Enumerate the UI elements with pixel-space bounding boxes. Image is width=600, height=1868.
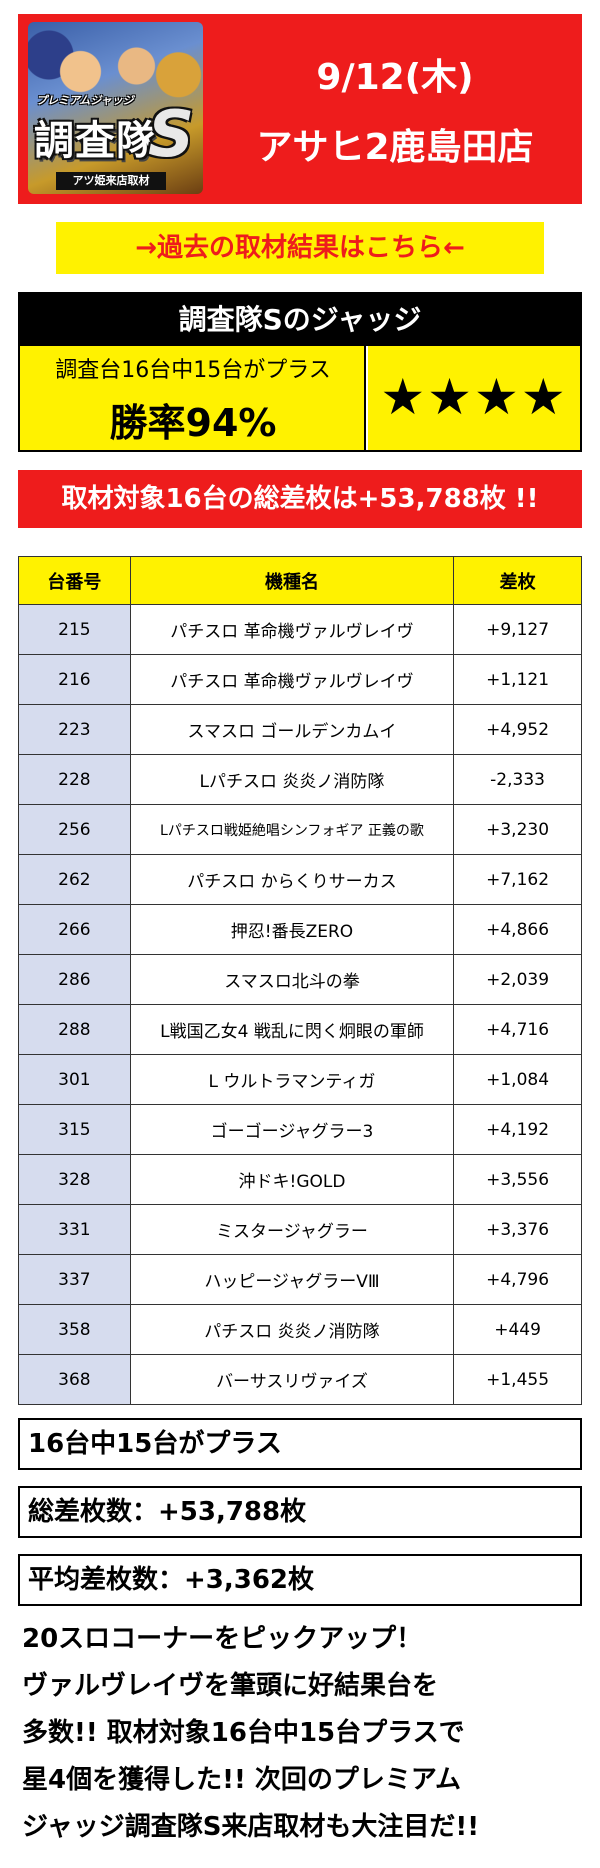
machine-number-cell: 331 <box>18 1204 131 1255</box>
machine-number-cell: 286 <box>18 954 131 1005</box>
diff-cell: +1,084 <box>453 1054 582 1105</box>
diff-cell: +1,455 <box>453 1354 582 1405</box>
table-row: 216 パチスロ 革命機ヴァルヴレイヴ +1,121 <box>18 654 582 705</box>
machine-name-cell: ミスタージャグラー <box>129 1204 455 1255</box>
diff-cell: -2,333 <box>453 754 582 805</box>
diff-cell: +449 <box>453 1304 582 1355</box>
store-name: アサヒ2鹿島田店 <box>256 127 534 168</box>
table-row: 331 ミスタージャグラー +3,376 <box>18 1204 582 1255</box>
table-row: 228 Lパチスロ 炎炎ノ消防隊 -2,333 <box>18 754 582 805</box>
table-row: 328 沖ドキ!GOLD +3,556 <box>18 1154 582 1205</box>
diff-cell: +4,192 <box>453 1104 582 1155</box>
diff-cell: +3,556 <box>453 1154 582 1205</box>
diff-cell: +9,127 <box>453 604 582 655</box>
summary-line: 星4個を獲得した!! 次回のプレミアム <box>22 1765 462 1795</box>
summary-line: ジャッジ調査隊S来店取材も大注目だ!! <box>22 1812 480 1842</box>
logo-main-title: 調査隊 <box>34 118 157 164</box>
judge-result-box: 調査台16台中15台がプラス 勝率94% <box>20 346 366 450</box>
diff-cell: +4,952 <box>453 704 582 755</box>
table-body: 215 パチスロ 革命機ヴァルヴレイヴ +9,127 216 パチスロ 革命機ヴァルヴレ… <box>18 604 582 1405</box>
results-table: 台番号 機種名 差枚 215 パチスロ 革命機ヴァルヴレイヴ +9,127 216 パチ… <box>18 556 582 1405</box>
diff-cell: +4,716 <box>453 1004 582 1055</box>
table-row: 223 スマスロ ゴールデンカムイ +4,952 <box>18 704 582 755</box>
table-row: 262 パチスロ からくりサーカス +7,162 <box>18 854 582 905</box>
machine-number-cell: 216 <box>18 654 131 705</box>
logo-characters-illustration <box>28 22 203 132</box>
header-machine-name: 機種名 <box>129 556 455 605</box>
diff-cell: +1,121 <box>453 654 582 705</box>
machine-number-cell: 288 <box>18 1004 131 1055</box>
judge-description: 調査台16台中15台がプラス <box>55 358 331 383</box>
table-row: 315 ゴーゴージャグラー3 +4,192 <box>18 1104 582 1155</box>
machine-name-cell: パチスロ からくりサーカス <box>129 854 455 905</box>
machine-name-cell: パチスロ 炎炎ノ消防隊 <box>129 1304 455 1355</box>
summary-line: 20スロコーナーをピックアップ！ <box>22 1624 423 1654</box>
machine-number-cell: 315 <box>18 1104 131 1155</box>
machine-number-cell: 266 <box>18 904 131 955</box>
diff-cell: +2,039 <box>453 954 582 1005</box>
diff-cell: +4,796 <box>453 1254 582 1305</box>
table-header-row: 台番号 機種名 差枚 <box>18 556 582 605</box>
machine-name-cell: 沖ドキ!GOLD <box>129 1154 455 1205</box>
table-row: 266 押忍!番長ZERO +4,866 <box>18 904 582 955</box>
total-diff-box: 総差枚数：+53,788枚 <box>18 1486 582 1538</box>
machine-number-cell: 337 <box>18 1254 131 1305</box>
header-diff: 差枚 <box>453 556 582 605</box>
diff-cell: +4,866 <box>453 904 582 955</box>
summary-line: 多数!! 取材対象16台中15台プラスで <box>22 1718 465 1748</box>
event-date: 9/12(木) <box>316 57 474 98</box>
table-row: 337 ハッピージャグラーVⅢ +4,796 <box>18 1254 582 1305</box>
machine-number-cell: 223 <box>18 704 131 755</box>
table-row: 368 バーサスリヴァイズ +1,455 <box>18 1354 582 1405</box>
diff-cell: +3,376 <box>453 1204 582 1255</box>
machine-name-cell: バーサスリヴァイズ <box>129 1354 455 1405</box>
machine-name-cell: パチスロ 革命機ヴァルヴレイヴ <box>129 604 455 655</box>
machine-number-cell: 301 <box>18 1054 131 1105</box>
machine-number-cell: 256 <box>18 804 131 855</box>
header-machine-number: 台番号 <box>18 556 131 605</box>
logo-tag: アツ姫来店取材 <box>56 172 166 190</box>
machine-number-cell: 368 <box>18 1354 131 1405</box>
machine-number-cell: 358 <box>18 1304 131 1355</box>
total-diff-banner: 取材対象16台の総差枚は+53,788枚 !! <box>18 470 582 528</box>
machine-name-cell: L ウルトラマンティガ <box>129 1054 455 1105</box>
win-rate: 勝率94% <box>109 401 277 445</box>
summary-text: 20スロコーナーをピックアップ！ ヴァルヴレイヴを筆頭に好結果台を 多数!! 取… <box>18 1616 582 1851</box>
machine-number-cell: 328 <box>18 1154 131 1205</box>
machine-number-cell: 228 <box>18 754 131 805</box>
machine-number-cell: 215 <box>18 604 131 655</box>
machine-name-cell: スマスロ ゴールデンカムイ <box>129 704 455 755</box>
machine-name-cell: ハッピージャグラーVⅢ <box>129 1254 455 1305</box>
diff-cell: +3,230 <box>453 804 582 855</box>
judge-panel: 調査隊Sのジャッジ 調査台16台中15台がプラス 勝率94% ★★★★ <box>18 292 582 452</box>
machine-name-cell: スマスロ北斗の拳 <box>129 954 455 1005</box>
machine-name-cell: ゴーゴージャグラー3 <box>129 1104 455 1155</box>
table-row: 301 L ウルトラマンティガ +1,084 <box>18 1054 582 1105</box>
premium-judge-logo: プレミアムジャッジ 調査隊 S アツ姫来店取材 <box>28 22 203 194</box>
star-rating: ★★★★ <box>380 368 568 426</box>
diff-cell: +7,162 <box>453 854 582 905</box>
average-diff-box: 平均差枚数：+3,362枚 <box>18 1554 582 1606</box>
machine-name-cell: L戦国乙女4 戦乱に閃く炯眼の軍師 <box>129 1004 455 1055</box>
table-row: 256 Lパチスロ戦姫絶唱シンフォギア 正義の歌 +3,230 <box>18 804 582 855</box>
table-row: 288 L戦国乙女4 戦乱に閃く炯眼の軍師 +4,716 <box>18 1004 582 1055</box>
logo-subtitle: プレミアムジャッジ <box>36 94 134 107</box>
machine-number-cell: 262 <box>18 854 131 905</box>
table-row: 286 スマスロ北斗の拳 +2,039 <box>18 954 582 1005</box>
past-results-link[interactable]: →過去の取材結果はこちら← <box>56 222 544 274</box>
machine-name-cell: Lパチスロ戦姫絶唱シンフォギア 正義の歌 <box>129 804 455 855</box>
machine-name-cell: Lパチスロ 炎炎ノ消防隊 <box>129 754 455 805</box>
table-row: 215 パチスロ 革命機ヴァルヴレイヴ +9,127 <box>18 604 582 655</box>
judge-title: 調査隊Sのジャッジ <box>20 294 580 346</box>
star-rating-box: ★★★★ <box>368 346 580 450</box>
summary-line: ヴァルヴレイヴを筆頭に好結果台を <box>22 1671 439 1701</box>
logo-s-letter: S <box>148 98 195 172</box>
machine-name-cell: 押忍!番長ZERO <box>129 904 455 955</box>
table-row: 358 パチスロ 炎炎ノ消防隊 +449 <box>18 1304 582 1355</box>
machine-name-cell: パチスロ 革命機ヴァルヴレイヴ <box>129 654 455 705</box>
plus-count-box: 16台中15台がプラス <box>18 1418 582 1470</box>
header-banner: プレミアムジャッジ 調査隊 S アツ姫来店取材 9/12(木) アサヒ2鹿島田店 <box>18 14 582 204</box>
